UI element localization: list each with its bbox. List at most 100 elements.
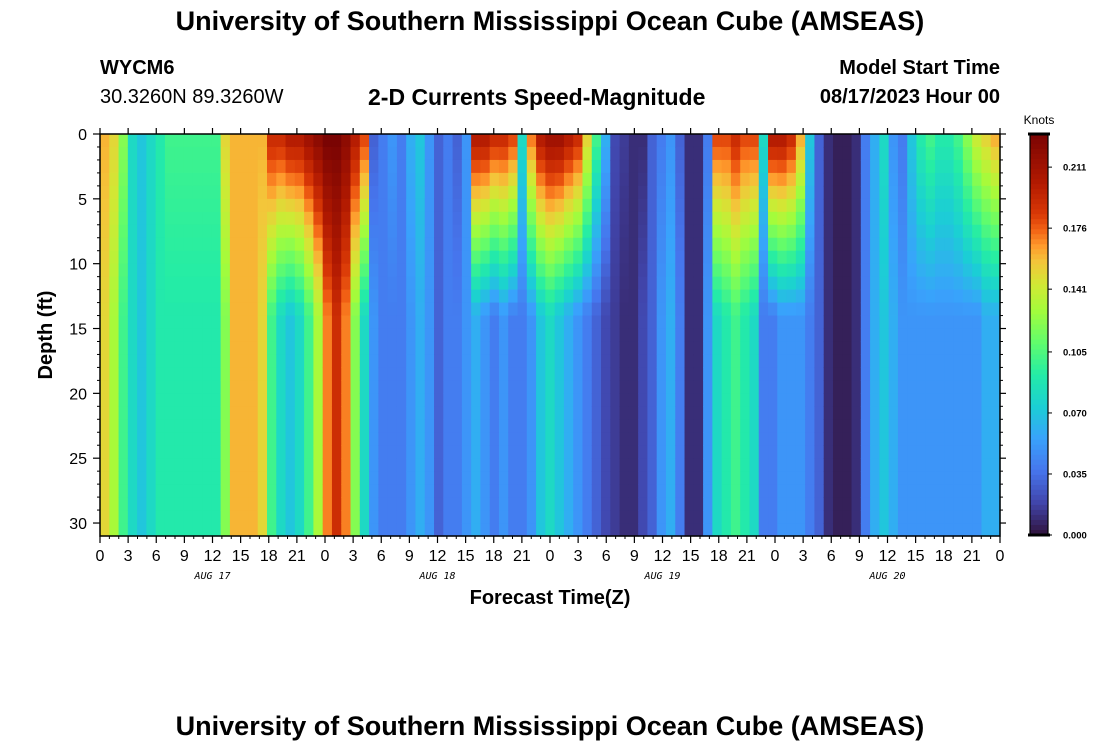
heatmap-cell (935, 146, 945, 161)
heatmap-cell (536, 172, 546, 187)
heatmap-cell (832, 354, 843, 369)
heatmap-cell (582, 484, 593, 498)
heatmap-cell (489, 263, 500, 278)
colorbar-unit: Knots (1024, 113, 1055, 127)
heatmap-cell (146, 302, 157, 317)
heatmap-cell (498, 406, 509, 420)
heatmap-cell (100, 328, 110, 343)
heatmap-cell (554, 289, 565, 304)
heatmap-cell (350, 341, 361, 356)
heatmap-cell (610, 224, 621, 239)
heatmap-cell (359, 419, 370, 433)
heatmap-cell (155, 354, 166, 369)
heatmap-cell (396, 185, 407, 200)
heatmap-cell (229, 484, 240, 498)
heatmap-cell (925, 302, 936, 317)
heatmap-cell (665, 471, 676, 485)
heatmap-cell (127, 393, 138, 407)
heatmap-cell (434, 250, 444, 265)
heatmap-cell (545, 471, 556, 485)
heatmap-cell (211, 432, 222, 446)
heatmap-cell (795, 172, 806, 187)
heatmap-cell (805, 354, 816, 369)
heatmap-cell (907, 510, 918, 524)
heatmap-cell (712, 341, 723, 356)
heatmap-cell (322, 185, 333, 200)
heatmap-cell (498, 523, 509, 537)
heatmap-cell (517, 406, 528, 420)
heatmap-cell (294, 134, 305, 148)
heatmap-cell (703, 146, 713, 161)
heatmap-cell (897, 315, 908, 330)
heatmap-cell (526, 198, 537, 213)
heatmap-cell (202, 198, 212, 213)
heatmap-cell (684, 354, 695, 369)
heatmap-cell (359, 523, 370, 537)
heatmap-cell (146, 393, 157, 407)
heatmap-cell (879, 263, 890, 278)
heatmap-cell (480, 146, 491, 161)
heatmap-cell (526, 289, 537, 304)
heatmap-cell (972, 354, 983, 369)
heatmap-cell (378, 341, 389, 356)
heatmap-cell (832, 276, 843, 291)
heatmap-cell (118, 354, 129, 369)
heatmap-cell (424, 263, 435, 278)
heatmap-cell (953, 185, 964, 200)
colorbar-segment (1030, 154, 1048, 160)
heatmap-cell (870, 497, 880, 511)
heatmap-cell (359, 354, 370, 369)
heatmap-cell (211, 380, 222, 394)
heatmap-cell (267, 315, 277, 330)
heatmap-cell (805, 484, 816, 498)
heatmap-cell (127, 406, 138, 420)
heatmap-cell (127, 471, 138, 485)
heatmap-cell (749, 432, 760, 446)
colorbar-segment (1030, 199, 1048, 205)
heatmap-cell (341, 484, 352, 498)
heatmap-cell (935, 367, 945, 381)
heatmap-cell (563, 315, 574, 330)
heatmap-cell (424, 432, 435, 446)
heatmap-cell (962, 432, 973, 446)
heatmap-cell (703, 211, 713, 226)
heatmap-cell (526, 510, 537, 524)
heatmap-cell (285, 250, 296, 265)
heatmap-cell (498, 185, 509, 200)
heatmap-cell (563, 224, 574, 239)
heatmap-cell (137, 328, 147, 343)
heatmap-cell (591, 224, 602, 239)
heatmap-cell (146, 172, 157, 187)
heatmap-cell (721, 419, 732, 433)
heatmap-cell (628, 497, 639, 511)
heatmap-cell (860, 458, 871, 472)
heatmap-cell (610, 237, 621, 252)
colorbar-segment (1030, 299, 1048, 305)
heatmap-cell (703, 263, 713, 278)
heatmap-cell (211, 341, 222, 356)
heatmap-cell (582, 302, 593, 317)
heatmap-cell (972, 237, 983, 252)
heatmap-cell (443, 406, 454, 420)
heatmap-cell (712, 380, 723, 394)
heatmap-cell (174, 134, 185, 148)
heatmap-cell (665, 302, 676, 317)
heatmap-cell (276, 289, 287, 304)
heatmap-cell (684, 263, 695, 278)
heatmap-cell (220, 497, 231, 511)
heatmap-cell (434, 380, 444, 394)
heatmap-cell (601, 276, 611, 291)
heatmap-cell (359, 263, 370, 278)
heatmap-cell (638, 185, 649, 200)
heatmap-cell (786, 471, 797, 485)
heatmap-cell (396, 211, 407, 226)
x-tick-label: 21 (288, 548, 306, 565)
heatmap-cell (220, 302, 231, 317)
heatmap-cell (415, 315, 426, 330)
heatmap-cell (888, 289, 899, 304)
heatmap-cell (545, 419, 556, 433)
x-tick-label: 18 (485, 548, 503, 565)
heatmap-cell (359, 134, 370, 148)
heatmap-cell (545, 354, 556, 369)
heatmap-cell (693, 328, 704, 343)
